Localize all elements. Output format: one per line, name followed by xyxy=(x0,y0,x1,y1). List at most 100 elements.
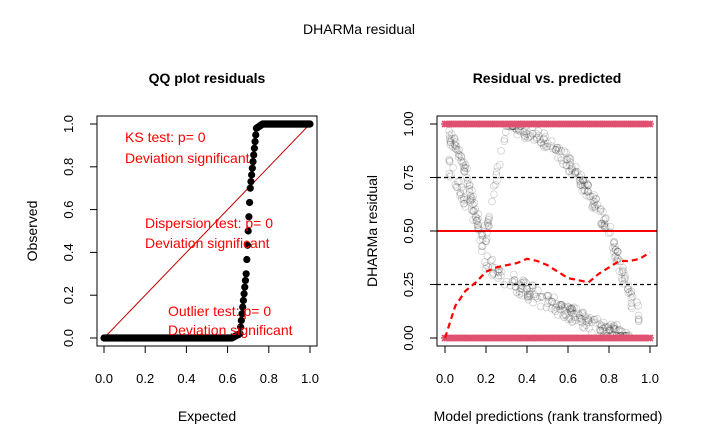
residual-point xyxy=(529,298,537,307)
residual-point xyxy=(557,156,566,165)
residual-point xyxy=(571,313,579,322)
residual-point xyxy=(497,267,506,276)
qq-x-tick-label: 0.4 xyxy=(177,371,195,386)
residual-point xyxy=(524,292,532,301)
residual-point xyxy=(602,323,610,331)
residual-point xyxy=(589,315,598,324)
residual-point xyxy=(610,324,619,333)
residual-point xyxy=(552,146,560,154)
residual-point xyxy=(564,303,573,311)
residual-point xyxy=(534,127,543,135)
residual-point xyxy=(600,219,609,228)
residual-point xyxy=(607,320,615,329)
residual-point xyxy=(548,297,557,306)
residual-point xyxy=(476,236,484,245)
residual-point xyxy=(584,187,592,196)
residual-point xyxy=(481,221,489,230)
residual-point xyxy=(497,271,505,280)
residual-point xyxy=(471,212,480,221)
residual-point xyxy=(482,237,491,246)
residual-point xyxy=(492,167,501,176)
residual-point xyxy=(588,202,597,210)
residual-point xyxy=(484,221,493,230)
residual-point xyxy=(489,268,498,277)
residual-point xyxy=(582,316,590,325)
residual-point xyxy=(483,219,492,228)
residual-point xyxy=(584,316,593,325)
dispersion-test-line-2: Deviation significant xyxy=(145,235,270,251)
residual-point xyxy=(567,306,575,314)
residual-point xyxy=(469,216,477,224)
residual-point xyxy=(494,271,503,280)
residual-point xyxy=(497,147,505,155)
residual-x-tick-label: 0.4 xyxy=(518,371,536,386)
residual-point xyxy=(553,144,561,152)
residual-point xyxy=(618,276,627,285)
residual-point xyxy=(570,303,578,312)
residual-point xyxy=(627,290,636,298)
residual-point xyxy=(560,147,569,155)
qq-point xyxy=(251,137,259,146)
qq-point xyxy=(245,213,253,221)
residual-point xyxy=(496,160,504,169)
residual-point xyxy=(534,131,543,140)
residual-point xyxy=(533,294,542,303)
residual-point xyxy=(473,216,481,225)
residual-point xyxy=(453,146,462,155)
residual-point xyxy=(540,140,549,148)
qq-point xyxy=(243,241,252,249)
residual-point xyxy=(467,194,475,202)
residual-point xyxy=(590,203,599,211)
residual-point xyxy=(572,304,581,313)
residual-point xyxy=(571,169,580,177)
ks-test-line-1: KS test: p= 0 xyxy=(125,129,206,145)
qq-point xyxy=(306,120,314,128)
residual-point xyxy=(566,158,574,166)
residual-point xyxy=(564,153,573,162)
residual-point xyxy=(588,318,596,326)
residual-point xyxy=(590,197,599,206)
residual-point xyxy=(578,182,587,190)
residual-point xyxy=(593,314,601,323)
residual-point xyxy=(596,326,605,335)
residual-point xyxy=(596,204,605,213)
residual-point xyxy=(532,292,540,301)
qq-y-axis-label: Observed xyxy=(24,201,40,262)
qq-point xyxy=(241,283,249,291)
residual-point xyxy=(598,221,607,230)
residual-point xyxy=(530,290,539,299)
residual-point xyxy=(493,163,502,171)
residual-x-ticks: 0.0 0.2 0.4 0.6 0.8 1.0 xyxy=(436,346,659,386)
residual-point xyxy=(467,206,476,214)
residual-plot-title: Residual vs. predicted xyxy=(473,70,622,86)
residual-point xyxy=(624,281,633,290)
residual-point xyxy=(561,310,569,319)
residual-point xyxy=(445,169,454,178)
residual-point xyxy=(523,284,531,293)
residual-point xyxy=(578,308,587,317)
qq-x-ticks: 0.0 0.2 0.4 0.6 0.8 1.0 xyxy=(95,346,319,386)
residual-point xyxy=(554,146,563,155)
residual-point xyxy=(541,132,550,141)
residual-point xyxy=(576,314,585,323)
residual-point xyxy=(526,132,535,140)
residual-point xyxy=(568,162,576,171)
residual-point xyxy=(525,292,534,300)
residual-point xyxy=(451,141,459,150)
residual-point xyxy=(483,252,492,260)
residual-point xyxy=(562,155,570,164)
residual-point xyxy=(571,169,579,178)
qq-point xyxy=(242,270,250,278)
residual-point xyxy=(592,194,600,203)
residual-point xyxy=(613,320,621,329)
residual-point xyxy=(524,134,532,142)
residual-point xyxy=(457,194,466,203)
residual-point xyxy=(611,242,619,251)
residual-point xyxy=(445,131,454,139)
qq-point xyxy=(239,296,247,305)
residual-point xyxy=(558,304,567,313)
residual-point xyxy=(620,279,628,288)
residual-point xyxy=(577,315,586,323)
residual-point xyxy=(578,176,587,185)
residual-point xyxy=(577,171,585,179)
